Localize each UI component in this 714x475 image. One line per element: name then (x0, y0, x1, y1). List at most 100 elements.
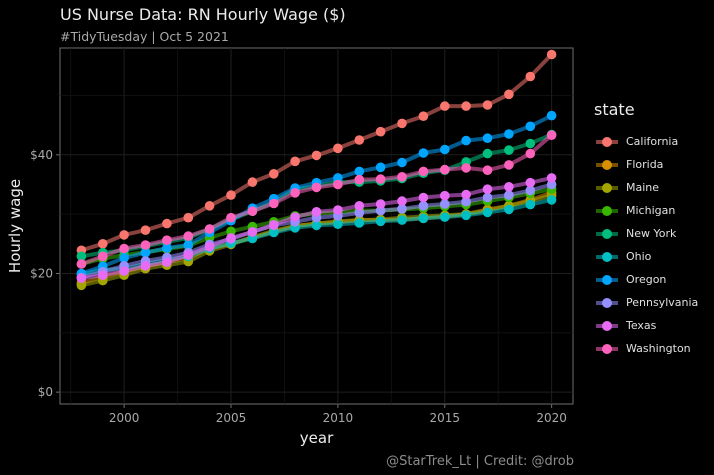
data-point-texas (140, 261, 151, 271)
data-point-california (98, 239, 108, 249)
data-point-texas (247, 227, 258, 237)
data-point-washington (226, 212, 236, 223)
data-point-washington (546, 130, 557, 140)
data-point-texas (375, 199, 386, 209)
legend-key (594, 319, 620, 333)
data-point-california (119, 230, 129, 240)
data-point-california (397, 118, 407, 129)
data-point-ohio (333, 219, 343, 229)
legend-key (594, 227, 620, 241)
series-california (76, 49, 557, 256)
data-point-california (504, 89, 514, 100)
legend-key (594, 296, 620, 310)
data-point-california (204, 201, 215, 211)
legend-label: Texas (626, 319, 657, 332)
legend-label: California (626, 135, 679, 148)
data-point-california (183, 212, 194, 223)
data-point-texas (461, 189, 471, 200)
data-point-texas (162, 257, 172, 268)
data-point-washington (482, 165, 493, 175)
legend-key (594, 250, 620, 264)
data-point-california (333, 143, 343, 154)
data-point-washington (504, 160, 514, 170)
data-point-texas (269, 220, 279, 230)
x-tick-label: 2020 (536, 411, 567, 425)
data-point-oregon (162, 243, 172, 253)
data-point-california (311, 150, 322, 161)
data-point-ohio (354, 218, 365, 228)
x-tick-label: 2005 (216, 411, 247, 425)
data-point-washington (204, 224, 215, 234)
data-point-california (418, 111, 429, 121)
legend-item-ohio: Ohio (594, 245, 712, 268)
data-point-washington (98, 251, 108, 262)
data-point-oregon (119, 253, 129, 263)
data-point-pennsylvania (525, 185, 536, 196)
data-point-pennsylvania (482, 192, 493, 203)
data-point-ohio (247, 233, 258, 244)
data-point-california (269, 169, 279, 179)
data-point-california (247, 177, 258, 187)
legend: state California Florida Maine Michigan New … (594, 100, 712, 360)
data-point-oregon (525, 121, 536, 132)
legend-item-washington: Washington (594, 337, 712, 360)
legend-label: Ohio (626, 250, 652, 263)
legend-item-pennsylvania: Pennsylvania (594, 291, 712, 314)
legend-label: Maine (626, 181, 660, 194)
data-point-oregon (397, 157, 407, 168)
data-point-oregon (440, 144, 450, 155)
data-point-washington (375, 174, 386, 184)
y-tick-label: $40 (30, 148, 53, 162)
data-point-michigan (226, 226, 236, 237)
data-point-ohio (375, 216, 386, 227)
data-point-washington (418, 166, 429, 177)
data-point-pennsylvania (440, 199, 450, 209)
data-point-oregon (375, 162, 386, 173)
data-point-washington (440, 164, 450, 175)
data-point-california (525, 71, 536, 82)
chart-caption: @StarTrek_Lt | Credit: @drob (386, 454, 574, 469)
legend-item-oregon: Oregon (594, 268, 712, 291)
legend-item-maine: Maine (594, 176, 712, 199)
data-point-california (546, 49, 557, 60)
legend-item-new-york: New York (594, 222, 712, 245)
x-axis-label: year (300, 429, 334, 447)
legend-key (594, 135, 620, 149)
data-point-pennsylvania (418, 201, 429, 211)
data-point-washington (311, 182, 322, 193)
data-point-washington (247, 206, 258, 216)
data-point-oregon (354, 166, 365, 177)
data-point-texas (98, 270, 108, 281)
legend-key (594, 158, 620, 172)
data-point-california (226, 190, 236, 200)
data-point-pennsylvania (375, 205, 386, 216)
legend-item-texas: Texas (594, 314, 712, 337)
data-point-ohio (311, 220, 322, 231)
data-point-pennsylvania (504, 190, 514, 200)
data-point-washington (461, 163, 471, 173)
data-point-ohio (461, 210, 471, 221)
legend-key (594, 342, 620, 356)
data-point-texas (183, 250, 194, 260)
legend-item-michigan: Michigan (594, 199, 712, 222)
x-tick-label: 2010 (323, 411, 354, 425)
data-point-texas (418, 192, 429, 203)
data-point-oregon (333, 173, 343, 183)
data-point-maine (76, 280, 87, 291)
data-point-pennsylvania (461, 196, 471, 207)
data-point-texas (119, 266, 129, 276)
data-point-washington (119, 243, 129, 254)
data-point-washington (525, 148, 536, 159)
data-point-oregon (418, 148, 429, 158)
data-point-pennsylvania (546, 179, 557, 190)
series-layer (76, 49, 557, 291)
legend-label: Washington (626, 342, 691, 355)
data-point-ohio (525, 199, 536, 210)
data-point-ohio (546, 195, 557, 205)
data-point-washington (290, 188, 300, 198)
data-point-washington (162, 235, 172, 245)
data-point-texas (525, 177, 536, 188)
data-point-new-york (76, 251, 87, 262)
series-texas (76, 173, 557, 284)
data-point-washington (269, 198, 279, 209)
